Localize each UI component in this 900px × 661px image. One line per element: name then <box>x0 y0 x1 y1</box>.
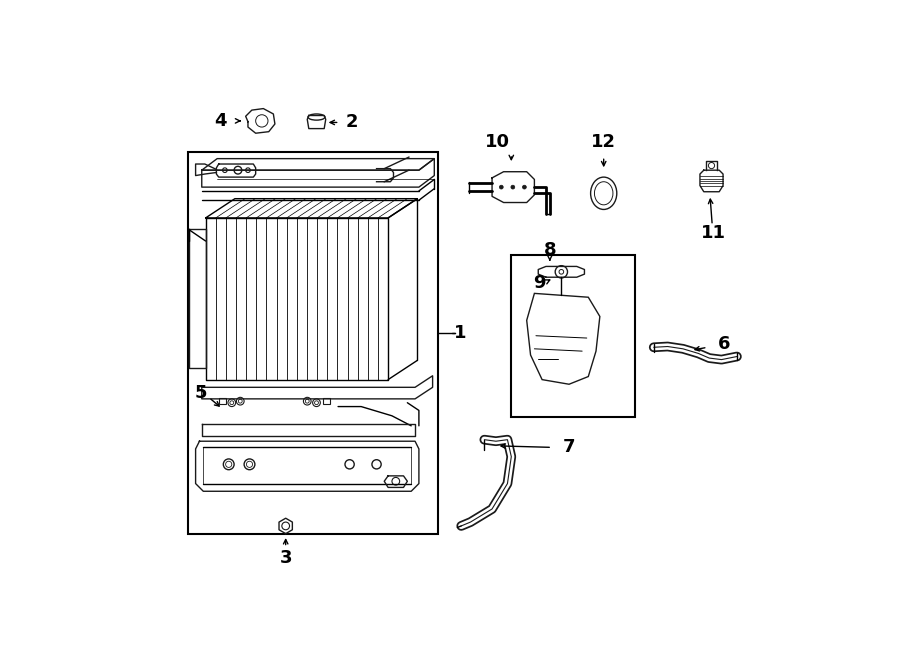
Text: 9: 9 <box>534 274 546 292</box>
Text: 6: 6 <box>717 335 730 353</box>
Text: 1: 1 <box>454 325 466 342</box>
Circle shape <box>500 185 503 189</box>
Text: 4: 4 <box>215 112 227 130</box>
Text: 11: 11 <box>701 224 726 243</box>
Text: 5: 5 <box>194 383 207 402</box>
Text: 10: 10 <box>485 134 510 151</box>
Bar <box>323 398 329 405</box>
Bar <box>188 153 438 533</box>
Text: 3: 3 <box>279 549 292 567</box>
Circle shape <box>523 185 526 189</box>
Text: 2: 2 <box>346 114 358 132</box>
Circle shape <box>511 185 515 189</box>
Text: 8: 8 <box>544 241 556 259</box>
Bar <box>511 255 634 416</box>
Bar <box>220 398 226 405</box>
Text: 12: 12 <box>591 134 617 151</box>
Polygon shape <box>526 293 599 384</box>
Text: 7: 7 <box>562 438 575 456</box>
